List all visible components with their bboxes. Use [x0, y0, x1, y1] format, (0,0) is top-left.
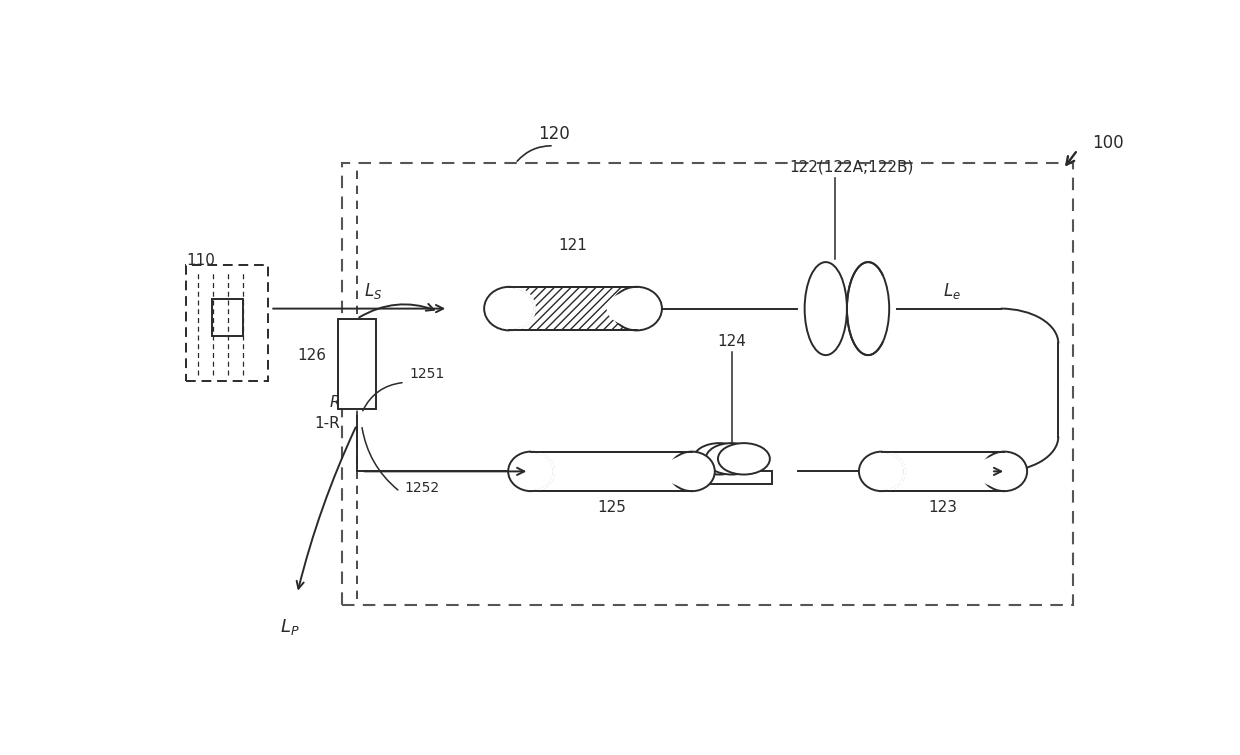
- Bar: [212, 299, 243, 336]
- Text: $L_S$: $L_S$: [365, 281, 383, 301]
- Bar: [510, 287, 636, 331]
- Ellipse shape: [611, 287, 662, 331]
- Bar: [882, 451, 1004, 492]
- Circle shape: [718, 443, 770, 475]
- Text: R: R: [330, 395, 341, 410]
- Bar: [691, 471, 773, 484]
- Bar: [337, 319, 376, 409]
- Text: 1252: 1252: [404, 481, 440, 495]
- Text: 121: 121: [558, 239, 588, 254]
- Ellipse shape: [847, 262, 889, 355]
- Ellipse shape: [805, 262, 847, 355]
- Text: $L_P$: $L_P$: [280, 617, 300, 636]
- Bar: [510, 287, 636, 331]
- Bar: [186, 265, 268, 381]
- Bar: [531, 451, 692, 492]
- Text: $L_e$: $L_e$: [942, 281, 961, 301]
- Ellipse shape: [484, 287, 534, 331]
- Text: 126: 126: [298, 347, 326, 362]
- Text: 125: 125: [596, 500, 626, 515]
- Text: 100: 100: [1092, 134, 1123, 152]
- Wedge shape: [606, 291, 636, 327]
- Ellipse shape: [981, 451, 1027, 492]
- Ellipse shape: [859, 451, 905, 492]
- Ellipse shape: [508, 451, 554, 492]
- Circle shape: [706, 443, 758, 475]
- Text: 123: 123: [929, 500, 957, 515]
- Text: 1251: 1251: [409, 367, 445, 381]
- Circle shape: [693, 443, 745, 475]
- Text: 1-R: 1-R: [315, 416, 341, 430]
- Ellipse shape: [670, 451, 714, 492]
- Text: 120: 120: [538, 125, 569, 143]
- Text: 124: 124: [717, 334, 746, 350]
- Wedge shape: [665, 455, 692, 488]
- Wedge shape: [977, 455, 1004, 488]
- Text: 122(122A;122B): 122(122A;122B): [789, 160, 914, 175]
- Text: 110: 110: [187, 253, 216, 268]
